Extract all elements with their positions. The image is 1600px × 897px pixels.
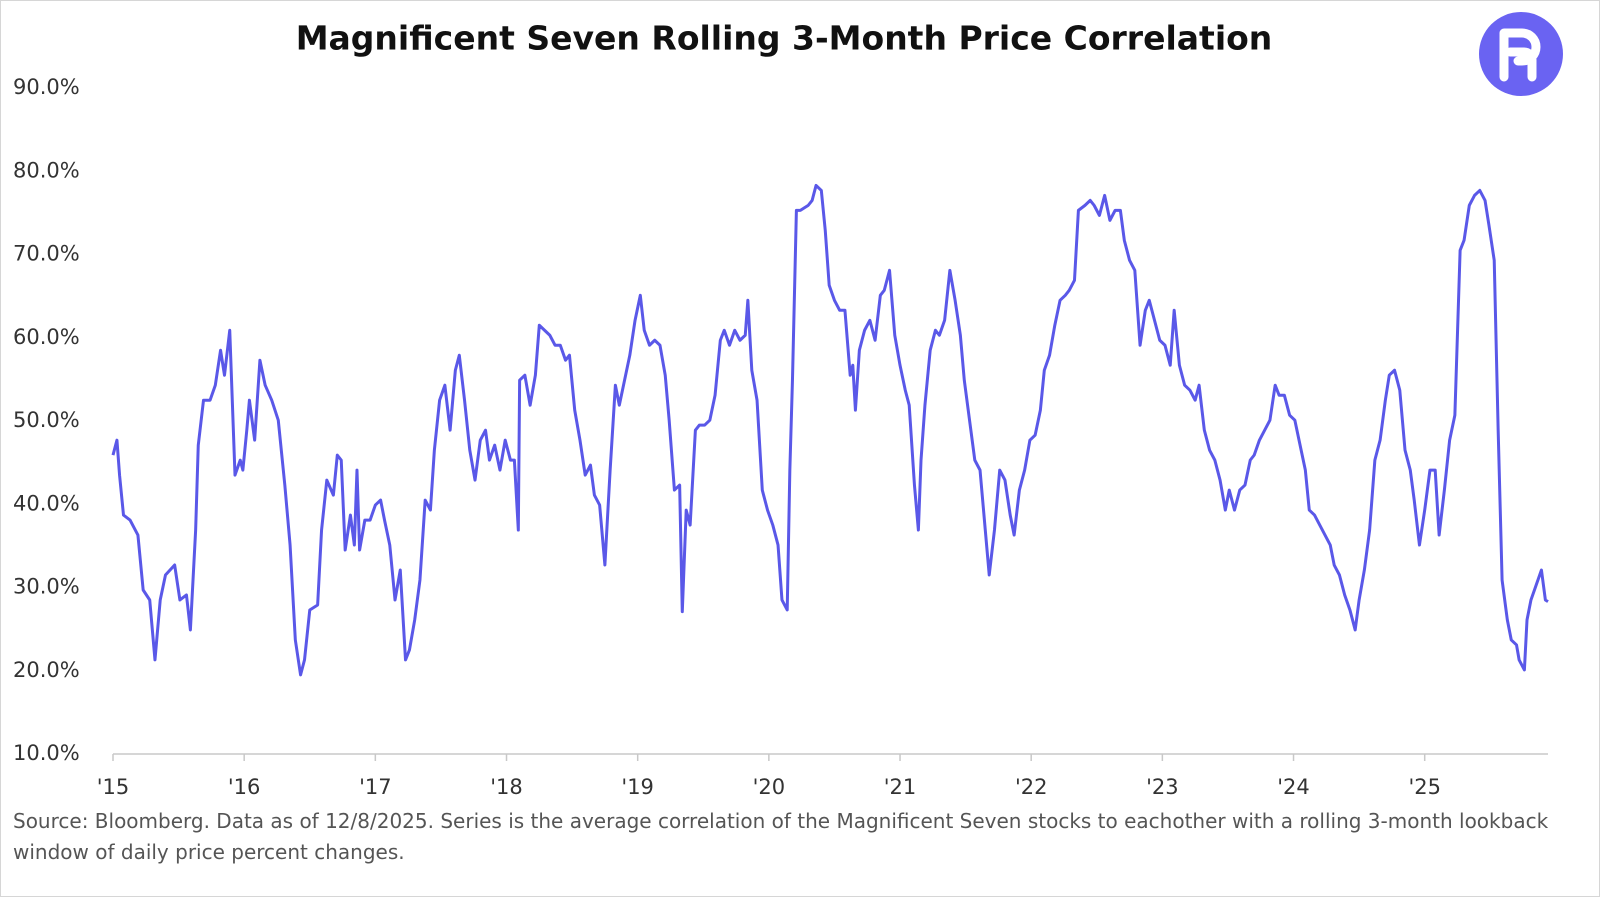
x-tick-label: '20 (753, 775, 786, 799)
y-tick-label: 80.0% (13, 158, 80, 182)
y-tick-label: 50.0% (13, 408, 80, 432)
x-tick-label: '15 (97, 775, 130, 799)
x-tick-label: '25 (1408, 775, 1441, 799)
chart-title: Magnificent Seven Rolling 3-Month Price … (296, 19, 1273, 58)
y-tick-label: 60.0% (13, 325, 80, 349)
logo-glyph (1499, 28, 1541, 82)
x-tick-label: '18 (490, 775, 523, 799)
x-tick-label: '23 (1146, 775, 1179, 799)
x-tick-label: '16 (228, 775, 261, 799)
y-tick-label: 70.0% (13, 242, 80, 266)
x-tick-label: '21 (884, 775, 917, 799)
y-tick-label: 40.0% (13, 491, 80, 515)
x-tick-label: '24 (1277, 775, 1310, 799)
y-tick-label: 20.0% (13, 658, 80, 682)
x-tick-label: '19 (621, 775, 654, 799)
source-note: Source: Bloomberg. Data as of 12/8/2025.… (13, 809, 1549, 864)
x-tick-label: '17 (359, 775, 392, 799)
y-tick-label: 10.0% (13, 741, 80, 765)
logo (1479, 12, 1563, 96)
series-line (111, 183, 1549, 677)
x-tick-label: '22 (1015, 775, 1048, 799)
y-tick-label: 30.0% (13, 575, 80, 599)
y-tick-label: 90.0% (13, 75, 80, 99)
